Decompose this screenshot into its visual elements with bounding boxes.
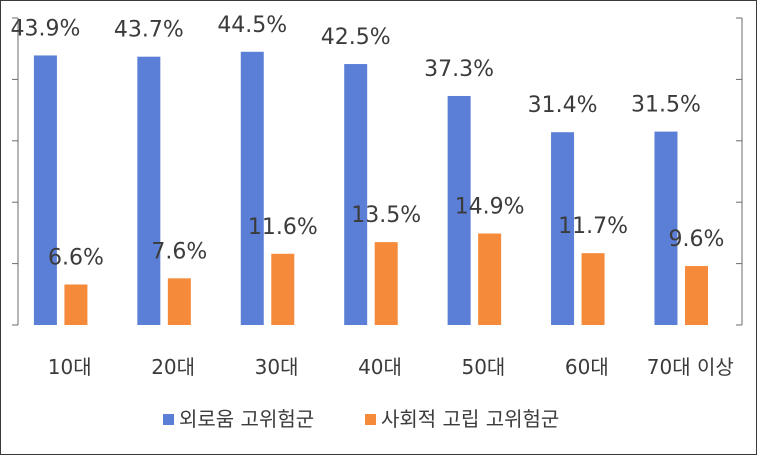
bar-isolation-0 [64, 284, 88, 325]
category-label-0: 10대 [48, 355, 92, 379]
bar-loneliness-5 [551, 132, 575, 325]
legend-label-1: 사회적 고립 고위험군 [381, 407, 559, 431]
category-label-3: 40대 [358, 355, 402, 379]
bar-isolation-4 [478, 233, 502, 325]
data-label-isolation-5: 11.7% [558, 214, 628, 239]
data-label-loneliness-3: 42.5% [321, 25, 391, 50]
bar-loneliness-4 [447, 95, 471, 325]
data-label-loneliness-6: 31.5% [631, 93, 701, 118]
bar-loneliness-2 [240, 51, 264, 326]
data-label-isolation-4: 14.9% [455, 195, 525, 220]
bar-loneliness-1 [137, 56, 161, 325]
category-label-1: 20대 [151, 355, 195, 379]
bar-isolation-2 [271, 253, 295, 325]
category-label-2: 30대 [255, 355, 299, 379]
data-label-isolation-3: 13.5% [351, 203, 421, 228]
data-label-loneliness-2: 44.5% [217, 13, 287, 38]
bar-isolation-1 [167, 278, 191, 325]
data-label-loneliness-5: 31.4% [528, 93, 598, 118]
category-label-4: 50대 [461, 355, 505, 379]
data-label-loneliness-0: 43.9% [10, 16, 80, 41]
bar-loneliness-3 [344, 64, 368, 326]
bar-isolation-5 [581, 253, 605, 325]
data-label-isolation-2: 11.6% [248, 215, 318, 240]
data-label-loneliness-1: 43.7% [114, 18, 184, 43]
data-label-isolation-1: 7.6% [151, 239, 207, 264]
data-label-isolation-0: 6.6% [48, 245, 104, 270]
legend-swatch-1 [365, 414, 376, 425]
legend-swatch-0 [163, 414, 174, 425]
data-label-isolation-6: 9.6% [669, 227, 725, 252]
category-label-5: 60대 [565, 355, 609, 379]
bar-loneliness-6 [654, 131, 678, 325]
bar-isolation-3 [374, 242, 398, 325]
legend-label-0: 외로움 고위험군 [179, 407, 314, 431]
bar-isolation-6 [684, 266, 708, 325]
data-label-loneliness-4: 37.3% [424, 57, 494, 82]
bar-loneliness-0 [33, 55, 57, 325]
category-label-6: 70대 이상 [647, 355, 734, 379]
